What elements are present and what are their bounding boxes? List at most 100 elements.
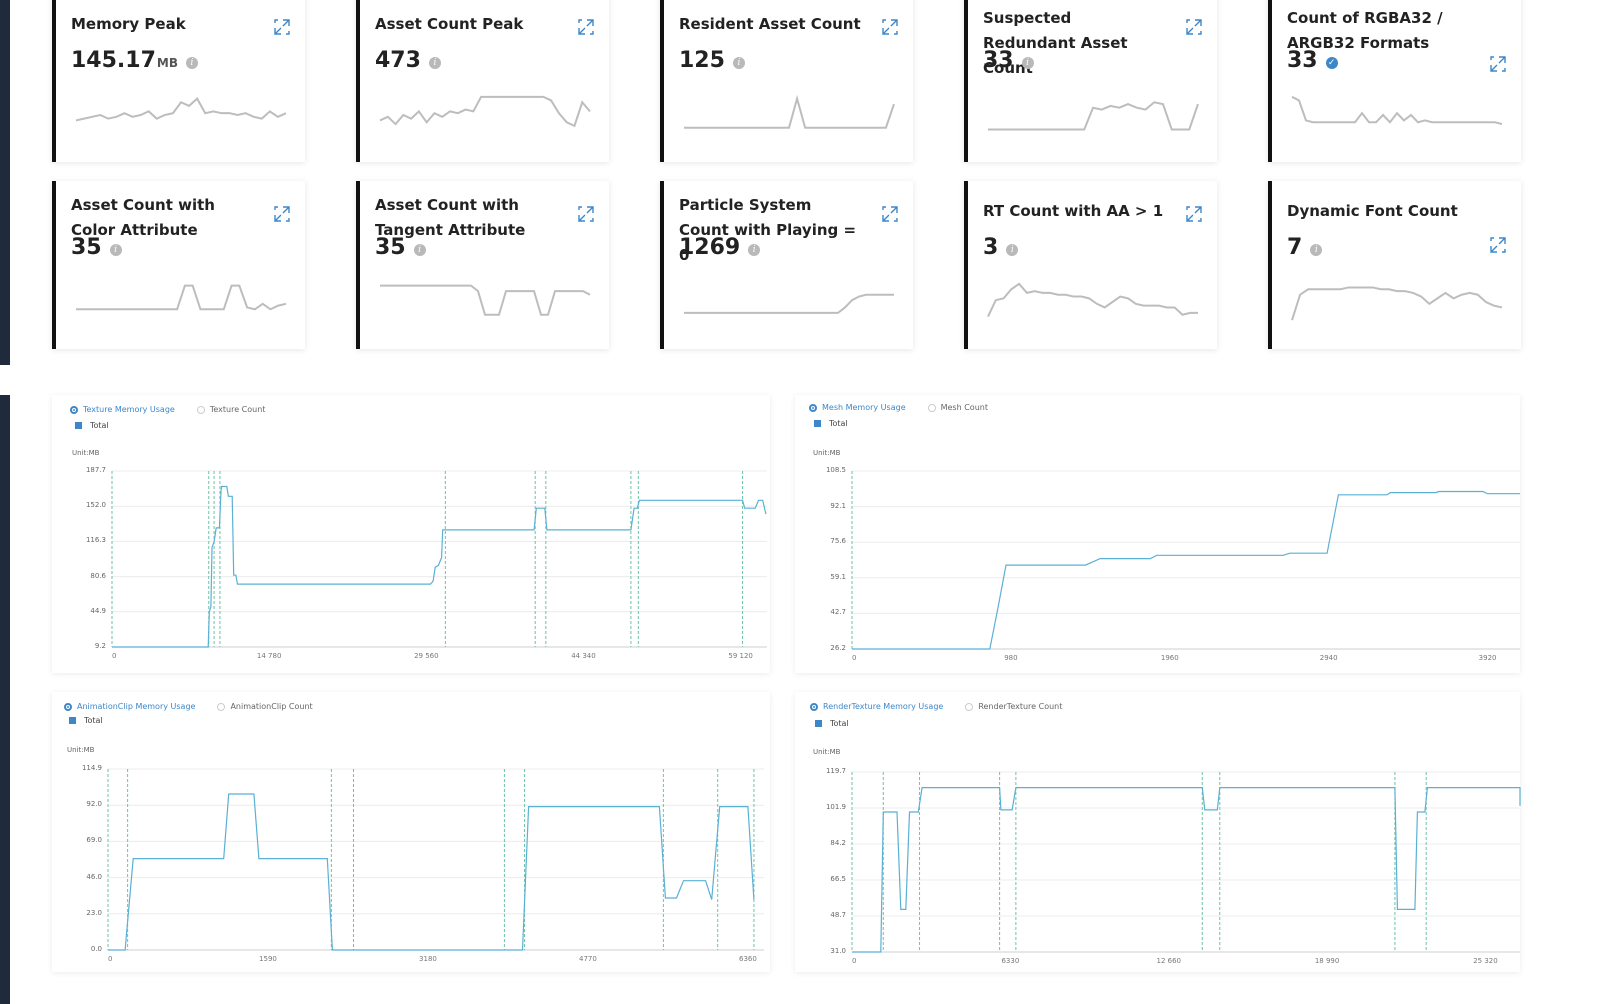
info-icon[interactable]: i xyxy=(109,244,122,256)
metric-card-memory-peak: Memory Peak 145.17 MB i xyxy=(52,0,305,162)
info-icon[interactable]: i xyxy=(1021,57,1034,69)
chart-panel-animationclip-memory-usage xyxy=(52,692,770,972)
y-tick-label: 92.1 xyxy=(830,501,846,510)
expand-icon[interactable] xyxy=(1489,55,1507,73)
card-value: 125 xyxy=(679,48,725,73)
series-legend-total[interactable]: Total xyxy=(815,719,849,728)
left-navigation-edge-lower xyxy=(0,395,10,1004)
radio-animationclip-count[interactable]: AnimationClip Count xyxy=(217,702,313,711)
radio-rendertexture-count[interactable]: RenderTexture Count xyxy=(965,702,1062,711)
radio-animationclip-memory-usage[interactable]: AnimationClip Memory Usage xyxy=(64,702,195,711)
card-value: 3 xyxy=(983,235,999,260)
x-tick-label: 0 xyxy=(852,654,856,662)
series-legend-total[interactable]: Total xyxy=(75,421,109,430)
y-axis-unit-label: Unit:MB xyxy=(67,746,95,754)
expand-icon[interactable] xyxy=(273,18,291,36)
x-tick-label: 6330 xyxy=(1001,957,1019,965)
radio-mesh-count[interactable]: Mesh Count xyxy=(927,403,988,412)
line-chart-plot: 0 980 1960 2940 3920 xyxy=(851,470,1520,662)
card-value: 7 xyxy=(1287,235,1303,260)
y-tick-label: 80.6 xyxy=(90,571,106,580)
metric-toggle-group: Texture Memory Usage Texture Count xyxy=(70,405,287,414)
card-value-row: 125 i xyxy=(679,48,745,73)
info-icon[interactable]: i xyxy=(1310,244,1323,256)
radio-rendertexture-memory-usage[interactable]: RenderTexture Memory Usage xyxy=(810,702,943,711)
y-tick-label: 46.0 xyxy=(86,872,102,881)
card-title: Asset Count Peak xyxy=(375,15,524,33)
card-title: Count of RGBA32 / ARGB32 Formats xyxy=(1287,9,1443,52)
radio-mesh-memory-usage[interactable]: Mesh Memory Usage xyxy=(809,403,906,412)
expand-icon[interactable] xyxy=(1489,236,1507,254)
metric-toggle-group: AnimationClip Memory Usage AnimationClip … xyxy=(64,702,335,711)
radio-checked-icon xyxy=(809,403,817,412)
y-tick-label: 31.0 xyxy=(830,947,846,955)
legend-label: Total xyxy=(830,719,849,728)
expand-icon[interactable] xyxy=(1185,205,1203,223)
card-title: Asset Count with Tangent Attribute xyxy=(375,196,526,239)
expand-icon[interactable] xyxy=(577,18,595,36)
radio-label: Texture Memory Usage xyxy=(83,405,175,414)
expand-icon[interactable] xyxy=(577,205,595,223)
y-tick-label: 42.7 xyxy=(830,608,846,617)
radio-label: Mesh Memory Usage xyxy=(822,403,906,412)
y-tick-label: 92.0 xyxy=(86,800,102,809)
card-value-row: 145.17 MB i xyxy=(71,48,198,73)
sparkline-chart xyxy=(1291,95,1503,126)
info-icon[interactable]: i xyxy=(413,244,426,256)
sparkline-series xyxy=(684,94,895,129)
radio-checked-icon xyxy=(64,702,72,711)
card-value-row: 35 i xyxy=(71,235,122,260)
sparkline-series xyxy=(379,95,591,128)
metric-card-resident-asset-count: Resident Asset Count 125 i xyxy=(660,0,913,162)
x-tick-label: 12 660 xyxy=(1156,957,1181,965)
expand-icon[interactable] xyxy=(1185,18,1203,36)
series-line-total[interactable] xyxy=(852,490,1520,650)
series-line-total[interactable] xyxy=(108,793,755,951)
card-value-row: 33 ✓ xyxy=(1287,48,1338,73)
line-chart-plot: 0 1590 3180 4770 6360 xyxy=(107,768,764,963)
y-tick-label: 48.7 xyxy=(830,911,846,919)
x-tick-label: 4770 xyxy=(579,955,597,963)
metric-card-asset-count-with-tangent-attribute: Asset Count with Tangent Attribute 35 i xyxy=(356,181,609,349)
y-tick-label: 9.2 xyxy=(94,642,106,650)
chart-panel-rendertexture-memory-usage xyxy=(795,692,1520,972)
series-legend-total[interactable]: Total xyxy=(814,419,848,428)
chart-panel-texture-memory-usage xyxy=(52,395,770,673)
y-tick-label: 23.0 xyxy=(86,908,102,917)
chart-panel-mesh-memory-usage xyxy=(795,395,1520,673)
info-icon[interactable]: i xyxy=(748,244,761,256)
card-value: 33 xyxy=(1287,48,1318,73)
expand-icon[interactable] xyxy=(881,18,899,36)
sparkline-series xyxy=(76,284,287,311)
radio-texture-memory-usage[interactable]: Texture Memory Usage xyxy=(70,405,175,414)
info-icon[interactable]: i xyxy=(186,57,198,69)
info-icon[interactable]: i xyxy=(428,57,441,69)
card-value-row: 33 i xyxy=(983,48,1034,73)
metric-toggle-group: Mesh Memory Usage Mesh Count xyxy=(809,403,1010,412)
metric-card-dynamic-font-count: Dynamic Font Count 7 i xyxy=(1268,181,1521,349)
radio-label: Texture Count xyxy=(209,405,266,414)
radio-label: AnimationClip Memory Usage xyxy=(77,702,196,711)
card-title: Asset Count with Color Attribute xyxy=(71,196,215,239)
y-tick-label: 108.5 xyxy=(825,466,846,474)
card-value: 473 xyxy=(375,48,421,73)
info-icon[interactable]: i xyxy=(732,57,745,69)
sparkline-series xyxy=(380,284,591,316)
series-legend-total[interactable]: Total xyxy=(69,716,103,725)
x-tick-label: 0 xyxy=(108,955,112,963)
legend-label: Total xyxy=(84,716,103,725)
radio-texture-count[interactable]: Texture Count xyxy=(196,405,266,414)
y-tick-label: 119.7 xyxy=(825,767,846,775)
info-icon[interactable]: i xyxy=(1006,244,1019,256)
check-icon[interactable]: ✓ xyxy=(1325,57,1338,69)
series-line-total[interactable] xyxy=(112,485,767,648)
y-tick-label: 75.6 xyxy=(830,537,846,546)
radio-label: RenderTexture Count xyxy=(978,702,1063,711)
series-line-total[interactable] xyxy=(852,787,1521,953)
line-chart-plot: 0 6330 12 660 18 990 25 320 xyxy=(851,771,1521,965)
expand-icon[interactable] xyxy=(881,205,899,223)
radio-checked-icon xyxy=(810,702,818,711)
expand-icon[interactable] xyxy=(273,205,291,223)
